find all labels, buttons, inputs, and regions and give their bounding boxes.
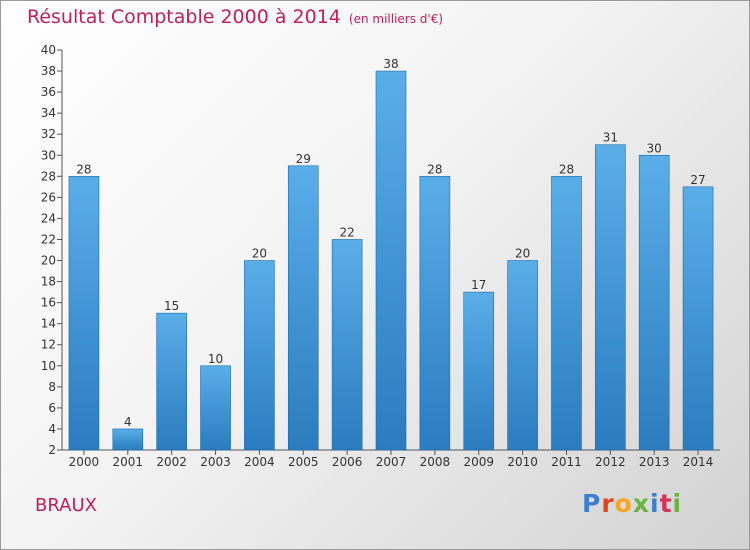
y-tick-label: 24	[41, 211, 56, 225]
data-label-2005: 29	[296, 152, 311, 166]
y-tick-label: 8	[48, 380, 56, 394]
x-tick-label: 2005	[288, 455, 319, 469]
y-tick-label: 32	[41, 127, 56, 141]
x-tick-label: 2014	[683, 455, 714, 469]
bar-2014	[682, 186, 714, 451]
x-tick-label: 2001	[113, 455, 144, 469]
y-tick-label: 22	[41, 232, 56, 246]
x-tick-label: 2011	[551, 455, 582, 469]
bar-2005	[287, 165, 319, 451]
x-tick-label: 2013	[639, 455, 670, 469]
y-tick-label: 18	[41, 275, 56, 289]
bar-2011	[551, 176, 582, 451]
x-tick-label: 2002	[156, 455, 187, 469]
y-tick-label: 36	[41, 85, 56, 99]
x-tick-label: 2009	[463, 455, 494, 469]
y-tick-label: 28	[41, 169, 56, 183]
data-label-2013: 30	[647, 141, 662, 155]
data-label-2006: 22	[339, 225, 354, 239]
data-label-2009: 17	[471, 278, 486, 292]
bar-2003	[200, 365, 231, 451]
title-text: Résultat Comptable 2000 à 2014	[27, 6, 341, 28]
chart-subtitle: (en milliers d'€)	[348, 12, 444, 26]
chart-title: Résultat Comptable 2000 à 2014 (en millie…	[27, 6, 443, 28]
x-tick-label: 2003	[200, 455, 231, 469]
logo-letter: r	[601, 489, 615, 518]
data-label-2012: 31	[603, 131, 618, 145]
x-tick-label: 2004	[244, 455, 275, 469]
y-tick-label: 12	[41, 338, 56, 352]
y-tick-label: 10	[41, 359, 56, 373]
logo-letter: t	[659, 489, 673, 518]
x-tick-label: 2007	[376, 455, 407, 469]
location-label: BRAUX	[35, 495, 97, 516]
y-tick-label: 16	[41, 296, 56, 310]
x-tick-label: 2008	[420, 455, 451, 469]
x-tick-label: 2012	[595, 455, 626, 469]
logo-letter: x	[632, 489, 650, 518]
data-label-2014: 27	[690, 173, 705, 187]
y-tick-label: 20	[41, 254, 56, 268]
x-tick-label: 2010	[507, 455, 538, 469]
bar-2002	[156, 312, 187, 451]
data-label-2011: 28	[559, 162, 574, 176]
bar-2001	[112, 428, 144, 451]
logo-letter: P	[582, 489, 602, 518]
bar-2004	[244, 260, 275, 451]
bar-2007	[375, 70, 407, 451]
bar-2009	[463, 291, 495, 451]
data-label-2001: 4	[124, 415, 132, 429]
y-tick-label: 30	[41, 148, 56, 162]
data-label-2003: 10	[208, 352, 223, 366]
data-label-2002: 15	[164, 299, 179, 313]
bar-2008	[419, 176, 451, 451]
bar-2000	[68, 176, 100, 451]
y-tick-label: 6	[48, 401, 56, 415]
y-tick-label: 4	[48, 422, 56, 436]
data-label-2010: 20	[515, 247, 530, 261]
proxiti-logo: Proxiti	[582, 489, 682, 518]
y-tick-label: 40	[41, 43, 56, 57]
logo-letter: i	[672, 489, 683, 518]
logo-letter: i	[650, 489, 660, 518]
bar-2012	[595, 144, 626, 451]
data-label-2007: 38	[383, 57, 398, 71]
bar-2006	[331, 239, 363, 451]
data-label-2008: 28	[427, 162, 442, 176]
y-tick-label: 26	[41, 190, 56, 204]
y-tick-label: 14	[41, 317, 56, 331]
data-label-2004: 20	[252, 247, 267, 261]
logo-letter: o	[614, 489, 633, 518]
bar-2013	[638, 154, 670, 451]
y-tick-label: 38	[41, 64, 56, 78]
x-tick-label: 2006	[332, 455, 363, 469]
x-tick-label: 2000	[69, 455, 100, 469]
y-tick-label: 2	[48, 443, 56, 457]
y-tick-label: 34	[41, 106, 56, 120]
bar-2010	[507, 260, 538, 451]
data-label-2000: 28	[76, 162, 91, 176]
